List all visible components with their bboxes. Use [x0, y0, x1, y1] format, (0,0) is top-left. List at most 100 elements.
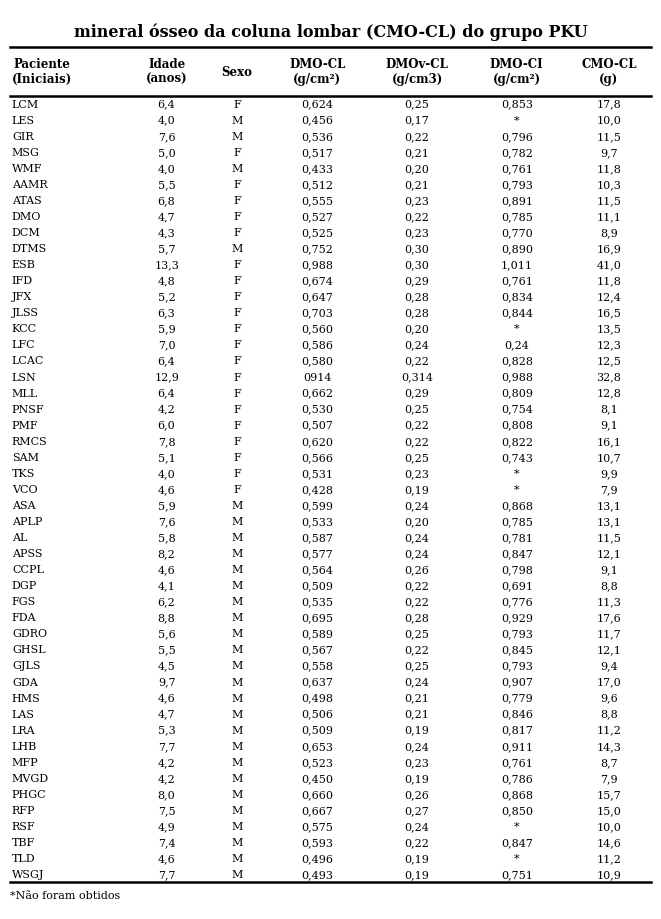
- Text: 0,580: 0,580: [301, 356, 333, 366]
- Text: M: M: [231, 164, 243, 174]
- Text: 0,853: 0,853: [501, 99, 533, 109]
- Text: MSG: MSG: [12, 148, 40, 158]
- Text: F: F: [233, 484, 241, 494]
- Text: F: F: [233, 437, 241, 447]
- Text: 5,2: 5,2: [158, 292, 175, 302]
- Text: DGP: DGP: [12, 581, 37, 591]
- Text: 0,24: 0,24: [405, 549, 430, 559]
- Text: LHB: LHB: [12, 741, 37, 751]
- Text: 0,667: 0,667: [301, 805, 333, 815]
- Text: 0,703: 0,703: [301, 308, 333, 318]
- Text: RMCS: RMCS: [12, 437, 48, 447]
- Text: 0,30: 0,30: [405, 244, 430, 254]
- Text: 0,24: 0,24: [405, 501, 430, 510]
- Text: 9,9: 9,9: [600, 469, 618, 478]
- Text: IFD: IFD: [12, 276, 33, 286]
- Text: 5,8: 5,8: [158, 532, 175, 542]
- Text: 0,22: 0,22: [405, 596, 430, 607]
- Text: M: M: [231, 757, 243, 767]
- Text: 7,9: 7,9: [600, 484, 617, 494]
- Text: F: F: [233, 180, 241, 189]
- Text: 13,5: 13,5: [596, 324, 621, 334]
- Text: F: F: [233, 372, 241, 382]
- Text: 0,509: 0,509: [301, 581, 333, 591]
- Text: 17,6: 17,6: [596, 613, 621, 623]
- Text: 7,9: 7,9: [600, 773, 617, 783]
- Text: 0,25: 0,25: [405, 452, 430, 462]
- Text: 0,890: 0,890: [501, 244, 533, 254]
- Text: 0,782: 0,782: [501, 148, 533, 158]
- Text: *Não foram obtidos: *Não foram obtidos: [10, 891, 120, 900]
- Text: 10,7: 10,7: [596, 452, 621, 462]
- Text: DMO: DMO: [12, 211, 41, 221]
- Text: WMF: WMF: [12, 164, 42, 174]
- Text: TLD: TLD: [12, 853, 36, 863]
- Text: 10,3: 10,3: [596, 180, 621, 189]
- Text: 0,28: 0,28: [405, 308, 430, 318]
- Text: 0,25: 0,25: [405, 629, 430, 639]
- Text: 0,19: 0,19: [405, 869, 430, 879]
- Text: 0,525: 0,525: [301, 228, 333, 238]
- Text: M: M: [231, 549, 243, 559]
- Text: 9,7: 9,7: [600, 148, 617, 158]
- Text: 0,637: 0,637: [301, 676, 333, 686]
- Text: 0,695: 0,695: [301, 613, 333, 623]
- Text: 0,907: 0,907: [501, 676, 533, 686]
- Text: M: M: [231, 244, 243, 254]
- Text: 0,577: 0,577: [301, 549, 333, 559]
- Text: *: *: [514, 116, 520, 126]
- Text: 0,828: 0,828: [501, 356, 533, 366]
- Text: 0,433: 0,433: [301, 164, 333, 174]
- Text: GHSL: GHSL: [12, 645, 46, 654]
- Text: 0,26: 0,26: [405, 789, 430, 799]
- Text: 0,587: 0,587: [301, 532, 333, 542]
- Text: HMS: HMS: [12, 693, 40, 703]
- Text: 0,17: 0,17: [405, 116, 430, 126]
- Text: 8,1: 8,1: [600, 404, 618, 414]
- Text: 0,531: 0,531: [301, 469, 333, 478]
- Text: 14,3: 14,3: [596, 741, 621, 751]
- Text: M: M: [231, 596, 243, 607]
- Text: CCPL: CCPL: [12, 564, 44, 574]
- Text: 15,7: 15,7: [596, 789, 621, 799]
- Text: 0,23: 0,23: [405, 196, 430, 206]
- Text: 6,2: 6,2: [158, 596, 175, 607]
- Text: 0,761: 0,761: [501, 757, 533, 767]
- Text: FDA: FDA: [12, 613, 36, 623]
- Text: 0,21: 0,21: [405, 148, 430, 158]
- Text: 5,5: 5,5: [158, 180, 175, 189]
- Text: 0,22: 0,22: [405, 645, 430, 654]
- Text: 17,8: 17,8: [596, 99, 621, 109]
- Text: DMO-CL
(g/cm²): DMO-CL (g/cm²): [290, 58, 346, 86]
- Text: 4,1: 4,1: [158, 581, 175, 591]
- Text: 4,5: 4,5: [158, 661, 175, 671]
- Text: M: M: [231, 564, 243, 574]
- Text: 0,674: 0,674: [301, 276, 333, 286]
- Text: 0,620: 0,620: [301, 437, 333, 447]
- Text: 0,751: 0,751: [501, 869, 533, 879]
- Text: 0,793: 0,793: [501, 629, 533, 639]
- Text: 13,1: 13,1: [596, 501, 621, 510]
- Text: *: *: [514, 853, 520, 863]
- Text: FGS: FGS: [12, 596, 36, 607]
- Text: M: M: [231, 773, 243, 783]
- Text: 5,0: 5,0: [158, 148, 175, 158]
- Text: 0,22: 0,22: [405, 581, 430, 591]
- Text: 7,7: 7,7: [158, 741, 175, 751]
- Text: 0,785: 0,785: [501, 211, 533, 221]
- Text: 0,314: 0,314: [401, 372, 433, 382]
- Text: 0,25: 0,25: [405, 99, 430, 109]
- Text: 4,6: 4,6: [158, 693, 175, 703]
- Text: F: F: [233, 292, 241, 302]
- Text: 0,761: 0,761: [501, 164, 533, 174]
- Text: 10,9: 10,9: [596, 869, 621, 879]
- Text: 0,21: 0,21: [405, 180, 430, 189]
- Text: *: *: [514, 484, 520, 494]
- Text: 0,28: 0,28: [405, 613, 430, 623]
- Text: 15,0: 15,0: [596, 805, 621, 815]
- Text: GDA: GDA: [12, 676, 38, 686]
- Text: 0,847: 0,847: [501, 837, 533, 847]
- Text: F: F: [233, 420, 241, 430]
- Text: 0,25: 0,25: [405, 404, 430, 414]
- Text: AAMR: AAMR: [12, 180, 48, 189]
